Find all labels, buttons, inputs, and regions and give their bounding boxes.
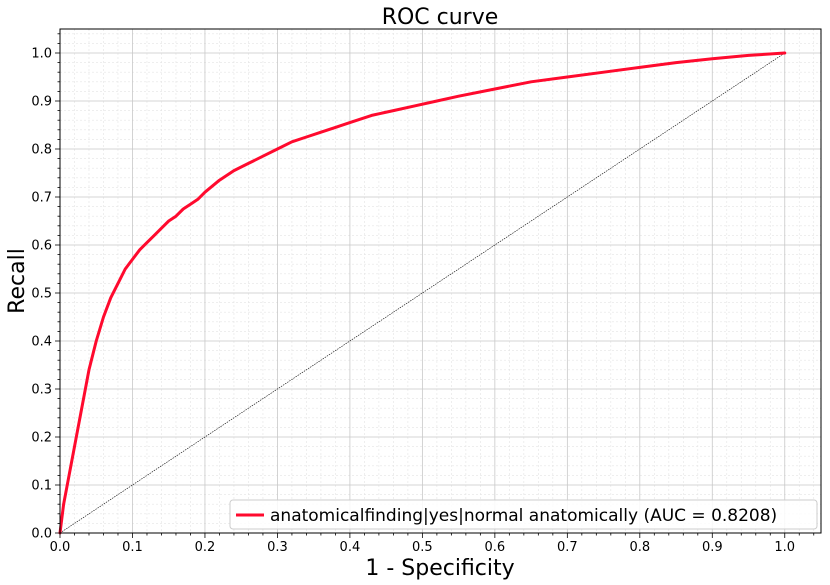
- x-axis-label: 1 - Specificity: [365, 556, 514, 581]
- y-tick-labels: 0.0 0.1 0.2 0.3 0.4 0.5 0.6 0.7 0.8 0.9 1.0: [31, 47, 52, 542]
- y-tick-label: 0.7: [31, 191, 52, 206]
- x-tick-label: 1.0: [774, 540, 795, 555]
- series-layer: [58, 51, 787, 535]
- y-tick-label: 0.1: [31, 479, 52, 494]
- x-tick-label: 0.5: [412, 540, 433, 555]
- x-tick-label: 0.0: [50, 540, 71, 555]
- x-tick-label: 0.6: [485, 540, 506, 555]
- y-tick-label: 0.3: [31, 383, 52, 398]
- chart-title: ROC curve: [382, 5, 499, 30]
- y-tick-label: 0.9: [31, 95, 52, 110]
- y-tick-label: 0.6: [31, 239, 52, 254]
- x-tick-label: 0.3: [267, 540, 288, 555]
- legend-label: anatomicalfinding|yes|normal anatomicall…: [270, 506, 777, 526]
- y-tick-label: 0.2: [31, 431, 52, 446]
- y-axis-label: Recall: [5, 248, 30, 314]
- x-tick-label: 0.9: [702, 540, 723, 555]
- x-tick-label: 0.1: [122, 540, 143, 555]
- legend: anatomicalfinding|yes|normal anatomicall…: [229, 499, 818, 530]
- y-tick-label: 0.4: [31, 335, 52, 350]
- plot-frame: [59, 28, 822, 534]
- ticks: [55, 33, 815, 538]
- x-tick-label: 0.4: [340, 540, 361, 555]
- x-tick-label: 0.7: [557, 540, 578, 555]
- minor-grid: [60, 29, 821, 533]
- y-tick-label: 0.0: [31, 527, 52, 542]
- y-tick-label: 0.5: [31, 287, 52, 302]
- y-tick-label: 1.0: [31, 47, 52, 62]
- legend-box: [229, 499, 818, 530]
- y-tick-label: 0.8: [31, 143, 52, 158]
- x-tick-label: 0.8: [629, 540, 650, 555]
- x-tick-labels: 0.0 0.1 0.2 0.3 0.4 0.5 0.6 0.7 0.8 0.9 1.0: [50, 540, 795, 555]
- x-tick-label: 0.2: [195, 540, 216, 555]
- roc-curve-line: [58, 51, 787, 535]
